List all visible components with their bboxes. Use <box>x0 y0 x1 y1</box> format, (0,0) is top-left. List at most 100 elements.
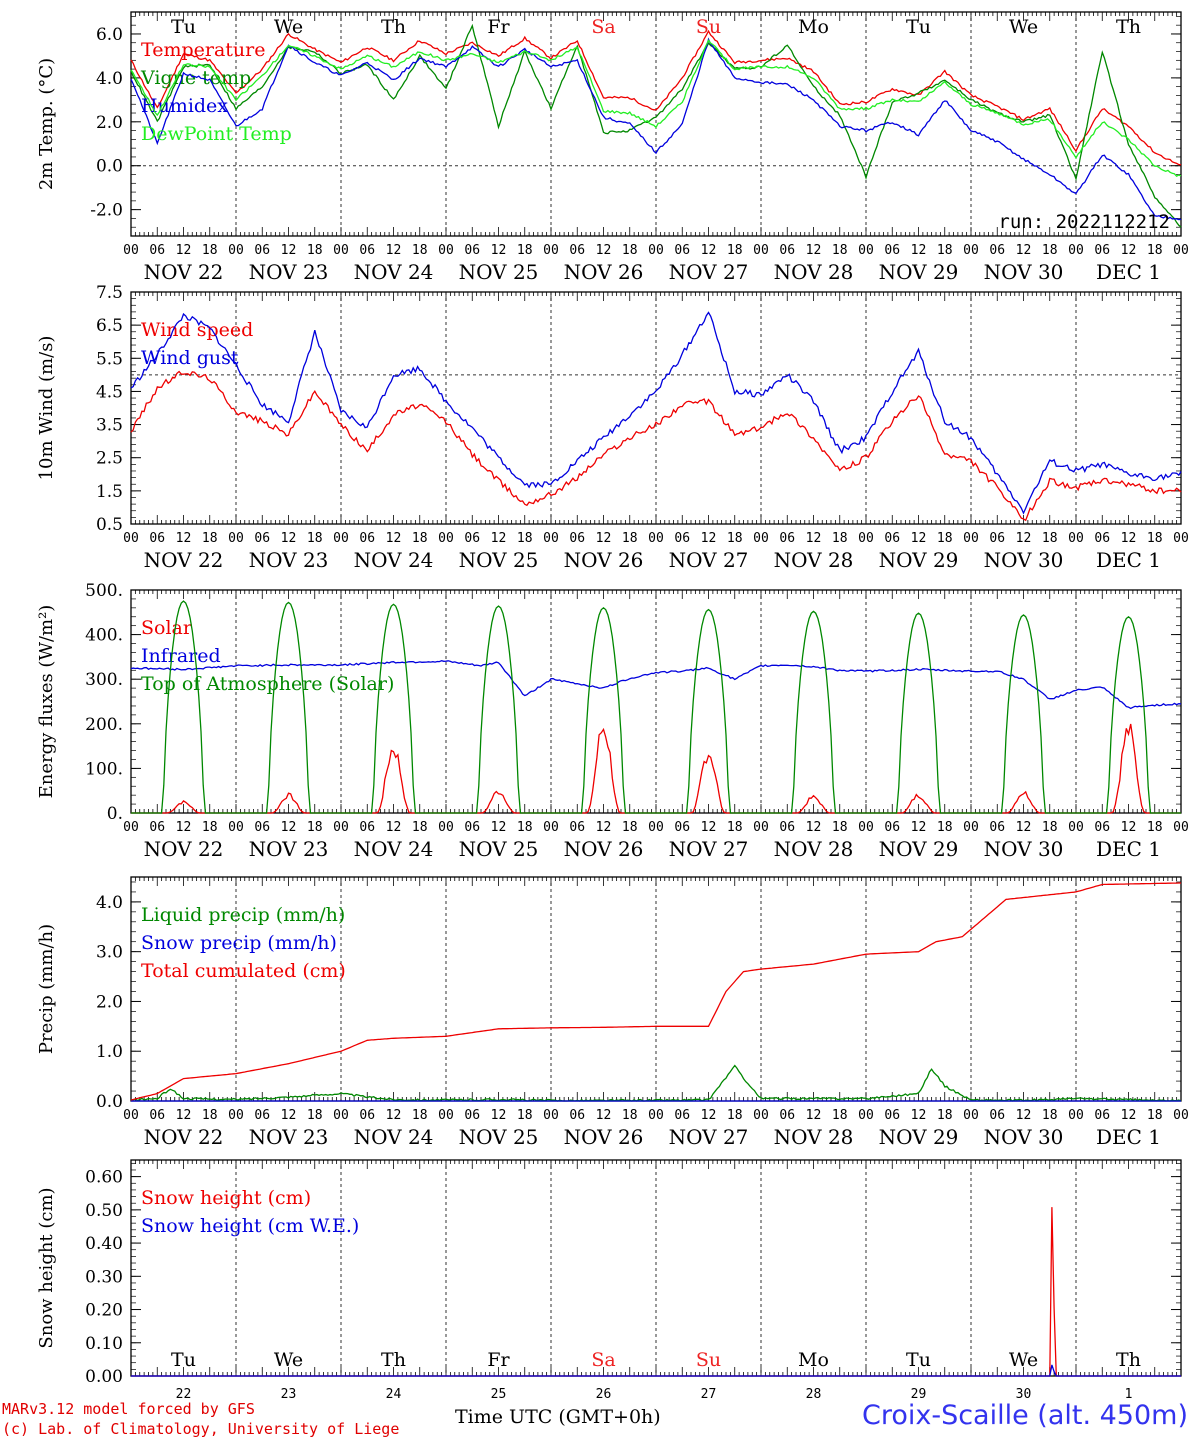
hour-tick-label: 00 <box>543 1108 559 1123</box>
legend-label: Snow height (cm W.E.) <box>141 1215 359 1237</box>
hour-tick-label: 00 <box>333 1108 349 1123</box>
run-label: run: 2022112212 <box>998 211 1170 233</box>
hour-tick-label: 18 <box>1042 820 1058 835</box>
hour-tick-label: 06 <box>779 243 795 258</box>
date-label: NOV 27 <box>669 1125 749 1149</box>
y-tick-label: 5.5 <box>96 349 123 369</box>
hour-tick-label: 00 <box>228 820 244 835</box>
hour-tick-label: 12 <box>1016 820 1032 835</box>
hour-tick-label: 18 <box>727 531 743 546</box>
hour-tick-label: 00 <box>438 1108 454 1123</box>
day-label: Sa <box>591 16 615 38</box>
panel-5: 0.00 0.10 0.20 0.30 0.40 0.50 0.60 Snow height … <box>36 1159 1182 1387</box>
hour-tick-label: 06 <box>989 1108 1005 1123</box>
day-label: Mo <box>798 1349 829 1371</box>
hour-tick-label: 00 <box>333 243 349 258</box>
panel-1: -2.0 0.0 2.0 4.0 6.0 2m Temp. (°C) Temperature… <box>36 11 1189 284</box>
hour-tick-label: 06 <box>1094 1108 1110 1123</box>
hour-tick-label: 00 <box>648 531 664 546</box>
hour-tick-label: 18 <box>307 820 323 835</box>
time-axis-label: Time UTC (GMT+0h) <box>455 1406 661 1428</box>
date-label: NOV 22 <box>144 1125 224 1149</box>
date-label: NOV 22 <box>144 548 224 572</box>
y-tick-label: 0.10 <box>85 1334 123 1354</box>
date-label: NOV 26 <box>564 837 644 861</box>
day-label: Su <box>696 16 721 38</box>
y-tick-label: 0.5 <box>96 515 123 535</box>
hour-tick-label: 12 <box>176 243 192 258</box>
day-number: 25 <box>491 1387 507 1402</box>
hour-tick-label: 12 <box>281 243 297 258</box>
hour-tick-label: 00 <box>1173 531 1189 546</box>
hour-tick-label: 06 <box>884 243 900 258</box>
hour-tick-label: 12 <box>386 243 402 258</box>
day-label: We <box>1009 16 1038 38</box>
hour-tick-label: 06 <box>359 531 375 546</box>
hour-tick-label: 18 <box>307 243 323 258</box>
hour-tick-label: 12 <box>596 1108 612 1123</box>
hour-tick-label: 06 <box>149 531 165 546</box>
hour-tick-label: 18 <box>727 820 743 835</box>
date-label: NOV 25 <box>459 1125 539 1149</box>
hour-tick-label: 12 <box>1016 243 1032 258</box>
hour-tick-label: 00 <box>1173 1108 1189 1123</box>
hour-tick-label: 18 <box>832 531 848 546</box>
hour-tick-label: 12 <box>281 1108 297 1123</box>
hour-tick-label: 12 <box>701 243 717 258</box>
hour-tick-label: 18 <box>832 820 848 835</box>
hour-tick-label: 18 <box>412 820 428 835</box>
hour-tick-label: 18 <box>307 1108 323 1123</box>
panel-2: 0.5 1.5 2.5 3.5 4.5 5.5 6.5 7.5 10m Wind (m/s) Wi… <box>36 283 1189 572</box>
date-label: DEC 1 <box>1096 548 1161 572</box>
hour-tick-label: 12 <box>281 531 297 546</box>
hour-tick-label: 00 <box>123 243 139 258</box>
hour-tick-label: 06 <box>149 820 165 835</box>
hour-tick-label: 06 <box>359 820 375 835</box>
day-label: Fr <box>487 16 510 38</box>
panel-4: 0.0 1.0 2.0 3.0 4.0 Precip (mm/h) Liquid preci… <box>36 876 1189 1149</box>
legend-label: Humidex <box>141 95 228 117</box>
day-number: 23 <box>281 1387 297 1402</box>
hour-tick-label: 00 <box>438 820 454 835</box>
y-tick-label: 0.30 <box>85 1267 123 1287</box>
date-label: NOV 27 <box>669 260 749 284</box>
date-label: NOV 27 <box>669 548 749 572</box>
hour-tick-label: 06 <box>779 1108 795 1123</box>
hour-tick-label: 18 <box>517 820 533 835</box>
hour-tick-label: 00 <box>543 243 559 258</box>
day-label: Th <box>1116 16 1141 38</box>
y-axis-label: 2m Temp. (°C) <box>36 58 57 190</box>
hour-tick-label: 12 <box>911 1108 927 1123</box>
hour-tick-label: 18 <box>412 1108 428 1123</box>
hour-tick-label: 18 <box>412 531 428 546</box>
day-label: Sa <box>591 1349 615 1371</box>
hour-tick-label: 12 <box>386 1108 402 1123</box>
hour-tick-label: 00 <box>963 1108 979 1123</box>
hour-tick-label: 00 <box>858 243 874 258</box>
date-label: NOV 29 <box>879 548 959 572</box>
hour-tick-label: 18 <box>1042 1108 1058 1123</box>
hour-tick-label: 00 <box>543 820 559 835</box>
hour-tick-label: 00 <box>648 243 664 258</box>
hour-tick-label: 00 <box>1068 1108 1084 1123</box>
y-tick-label: 300. <box>85 670 123 690</box>
hour-tick-label: 18 <box>937 531 953 546</box>
hour-tick-label: 06 <box>1094 820 1110 835</box>
hour-tick-label: 06 <box>989 243 1005 258</box>
credit-line-model: MARv3.12 model forced by GFS <box>2 1400 255 1418</box>
hour-tick-label: 12 <box>491 531 507 546</box>
day-label: Mo <box>798 16 829 38</box>
y-tick-label: 2.0 <box>96 113 123 133</box>
hour-tick-label: 00 <box>1173 820 1189 835</box>
hour-tick-label: 12 <box>176 1108 192 1123</box>
hour-tick-label: 18 <box>202 243 218 258</box>
date-label: NOV 23 <box>249 260 329 284</box>
hour-tick-label: 00 <box>1068 243 1084 258</box>
hour-tick-label: 00 <box>123 531 139 546</box>
day-number: 1 <box>1125 1387 1133 1402</box>
date-label: NOV 22 <box>144 837 224 861</box>
legend-label: Wind speed <box>141 319 253 341</box>
y-tick-label: 400. <box>85 626 123 646</box>
hour-tick-label: 00 <box>648 820 664 835</box>
